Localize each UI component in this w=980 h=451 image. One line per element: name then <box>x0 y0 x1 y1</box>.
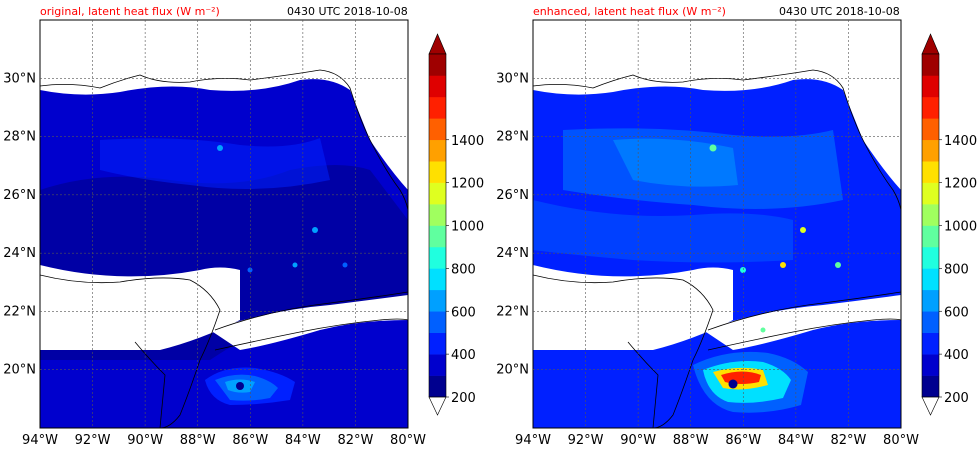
colorbar-segment-enhanced <box>922 289 939 312</box>
colorbar-segment-original <box>429 268 446 291</box>
colorbar-segment-original <box>429 75 446 98</box>
colorbar-segment-original <box>429 375 446 398</box>
map-panel-enhanced <box>533 20 901 428</box>
lat-tick-label-original: 20°N <box>3 363 36 378</box>
colorbar-extend-max-enhanced <box>921 33 940 55</box>
colorbar-label-enhanced: 200 <box>944 391 969 406</box>
colorbar-segment-enhanced <box>922 161 939 183</box>
colorbar-label-original: 600 <box>451 305 476 320</box>
colorbar-segment-enhanced <box>922 225 939 248</box>
colorbar-segment-enhanced <box>922 332 939 355</box>
lat-tick-label-enhanced: 26°N <box>496 188 529 203</box>
colorbar-label-enhanced: 600 <box>944 305 969 320</box>
title-right-original: 0430 UTC 2018-10-08 <box>287 5 408 18</box>
lon-tick-label-enhanced: 90°W <box>620 433 656 448</box>
colorbar-label-enhanced: 1200 <box>944 177 977 192</box>
colorbar-segment-original <box>429 289 446 312</box>
lon-tick-label-original: 88°W <box>180 433 216 448</box>
lon-tick-label-enhanced: 82°W <box>830 433 866 448</box>
lon-tick-label-original: 86°W <box>232 433 268 448</box>
colorbar-extend-max-original <box>428 33 447 55</box>
lon-tick-label-original: 92°W <box>75 433 111 448</box>
lat-tick-label-original: 28°N <box>3 130 36 145</box>
colorbar-segment-original <box>429 139 446 162</box>
colorbar-segment-enhanced <box>922 268 939 291</box>
colorbar-segment-enhanced <box>922 182 939 205</box>
colorbar-segment-original <box>429 182 446 205</box>
lon-tick-label-enhanced: 94°W <box>515 433 551 448</box>
lat-tick-label-original: 30°N <box>3 71 36 86</box>
lat-tick-label-enhanced: 28°N <box>496 130 529 145</box>
lon-tick-label-enhanced: 86°W <box>725 433 761 448</box>
lat-tick-label-original: 26°N <box>3 188 36 203</box>
map-frame-original <box>39 19 409 429</box>
colorbar-segment-original <box>429 225 446 248</box>
colorbar-segment-enhanced <box>922 96 939 119</box>
lon-tick-label-original: 94°W <box>22 433 58 448</box>
colorbar-extend-min-original <box>428 396 447 416</box>
colorbar-segment-enhanced <box>922 75 939 98</box>
colorbar-label-enhanced: 1400 <box>944 134 977 149</box>
lon-tick-label-enhanced: 88°W <box>673 433 709 448</box>
lat-tick-label-enhanced: 22°N <box>496 304 529 319</box>
title-left-enhanced: enhanced, latent heat flux (W m⁻²) <box>533 5 726 18</box>
colorbar-label-enhanced: 800 <box>944 262 969 277</box>
colorbar-segment-enhanced <box>922 311 939 333</box>
colorbar-segment-original <box>429 161 446 183</box>
title-right-enhanced: 0430 UTC 2018-10-08 <box>779 5 900 18</box>
lat-tick-label-enhanced: 24°N <box>496 246 529 261</box>
lat-tick-label-enhanced: 30°N <box>496 71 529 86</box>
colorbar-extend-min-enhanced <box>921 396 940 416</box>
colorbar-segment-enhanced <box>922 375 939 398</box>
lon-tick-label-original: 84°W <box>285 433 321 448</box>
map-frame-enhanced <box>532 19 902 429</box>
colorbar-segment-original <box>429 204 446 226</box>
colorbar-segment-enhanced <box>922 354 939 376</box>
colorbar-segment-original <box>429 311 446 333</box>
lon-tick-label-enhanced: 84°W <box>778 433 814 448</box>
lon-tick-label-enhanced: 92°W <box>568 433 604 448</box>
colorbar-segment-original <box>429 354 446 376</box>
colorbar-segment-enhanced <box>922 139 939 162</box>
colorbar-segment-original <box>429 332 446 355</box>
lon-tick-label-original: 90°W <box>127 433 163 448</box>
colorbar-label-original: 1400 <box>451 134 484 149</box>
colorbar-segment-enhanced <box>922 204 939 226</box>
colorbar-segment-enhanced <box>922 118 939 141</box>
colorbar-label-original: 1000 <box>451 220 484 235</box>
map-panel-original <box>40 20 408 428</box>
lon-tick-label-original: 80°W <box>390 433 426 448</box>
title-left-original: original, latent heat flux (W m⁻²) <box>40 5 220 18</box>
colorbar-label-original: 800 <box>451 262 476 277</box>
colorbar-segment-original <box>429 54 446 76</box>
lat-tick-label-enhanced: 20°N <box>496 363 529 378</box>
lon-tick-label-original: 82°W <box>337 433 373 448</box>
colorbar-label-original: 400 <box>451 348 476 363</box>
lat-tick-label-original: 24°N <box>3 246 36 261</box>
colorbar-label-original: 1200 <box>451 177 484 192</box>
colorbar-segment-enhanced <box>922 54 939 76</box>
colorbar-segment-enhanced <box>922 246 939 269</box>
colorbar-label-enhanced: 400 <box>944 348 969 363</box>
colorbar-segment-original <box>429 96 446 119</box>
colorbar-label-original: 200 <box>451 391 476 406</box>
lon-tick-label-enhanced: 80°W <box>883 433 919 448</box>
colorbar-label-enhanced: 1000 <box>944 220 977 235</box>
colorbar-segment-original <box>429 118 446 141</box>
lat-tick-label-original: 22°N <box>3 304 36 319</box>
colorbar-segment-original <box>429 246 446 269</box>
